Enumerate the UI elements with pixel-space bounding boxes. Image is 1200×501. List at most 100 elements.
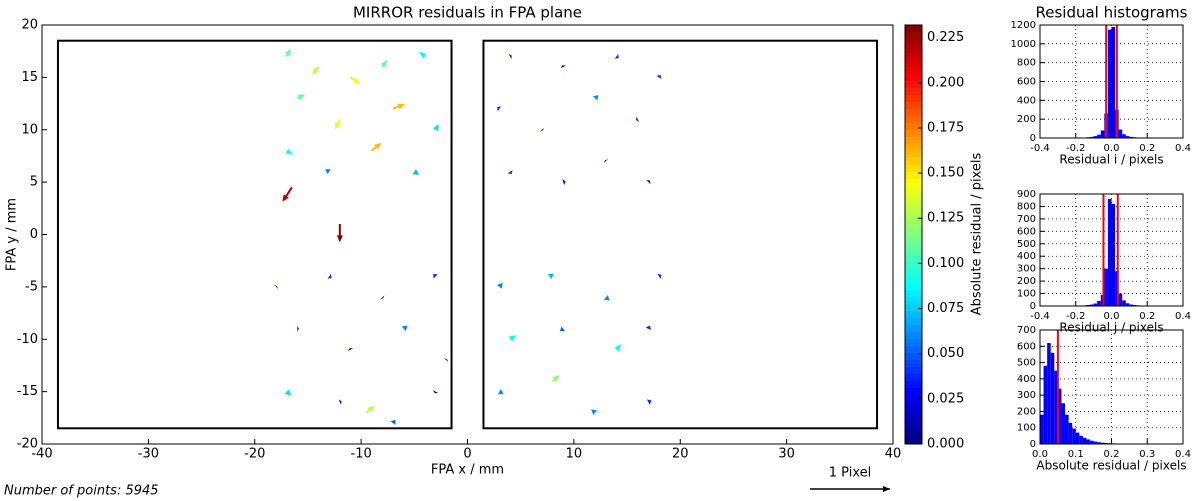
colorbar-slice [905,73,922,82]
x-tick-label: -0.2 [1066,311,1086,322]
colorbar-slice [905,171,922,180]
x-tick-label: -20 [244,447,265,462]
arrow [312,66,320,75]
histogram-bar [1040,414,1044,444]
y-tick-label: 600 [1017,341,1036,352]
arrow [285,148,294,155]
arrow [636,116,640,122]
x-tick-label: -0.2 [1066,143,1086,154]
colorbar-slice [905,227,922,235]
colorbar-tick-label: 0.100 [927,256,964,271]
histogram-bar [1100,442,1105,444]
histogram-bar [1093,136,1098,138]
colorbar-slice [905,248,922,256]
colorbar-slice [905,59,922,68]
colorbar-slice [905,206,922,215]
colorbar-tick-label: 0.125 [927,211,964,226]
x-tick-label: 0.2 [1104,449,1120,460]
arrow [412,169,420,175]
y-tick-label: 200 [1017,276,1036,287]
colorbar-tick-label: 0.175 [927,120,964,135]
colorbar-slice [905,122,922,131]
arrow [380,59,388,68]
colorbar-tick-label: 0.150 [927,166,964,181]
arrow [603,159,608,164]
arrow [614,53,619,59]
colorbar-slice [905,339,922,347]
colorbar-slice [905,199,922,208]
colorbar-slice [905,311,922,319]
colorbar-slice [905,297,922,305]
key-label: 1 Pixel [829,466,871,481]
histogram-bar [1065,414,1069,444]
y-tick-label: 500 [1017,239,1036,250]
arrow [560,326,566,332]
arrow [539,127,545,132]
colorbar-slice [905,66,922,75]
arrow [297,325,299,332]
arrow [327,273,332,279]
x-tick-label: -0.4 [1030,143,1050,154]
arrow [603,295,610,301]
x-tick-label: 0.0 [1104,311,1120,322]
histogram-bar [1090,440,1094,444]
histogram-bar [1107,29,1112,138]
x-tick-label: 0.4 [1175,143,1191,154]
arrow [497,389,504,395]
colorbar-slice [905,164,922,173]
x-tick-label: 0.2 [1139,311,1155,322]
colorbar-slice [905,276,922,284]
chip-outline [482,39,879,430]
y-tick-label: 0 [1030,439,1036,450]
y-tick-label: 800 [1017,58,1036,69]
y-tick-label: 200 [1017,406,1036,417]
y-tick-label: 20 [21,18,38,33]
arrow [508,335,517,342]
arrow [508,53,512,60]
x-tick-label: 0.1 [1068,449,1084,460]
arrow [371,142,382,152]
y-axis-label: FPA y / mm [5,198,20,271]
histogram-bar [1054,370,1058,444]
histogram-bar [1097,134,1101,138]
colorbar-slice [905,381,922,389]
colorbar-label: Absolute residual / pixels [970,152,985,315]
arrow [284,48,291,57]
y-tick-label: 100 [1017,423,1036,434]
histogram-bar [1129,136,1133,138]
arrow [338,399,342,405]
x-axis-label: FPA x / mm [431,463,504,478]
histogram-bar [1050,352,1055,444]
arrow [497,282,503,289]
histogram-bar [1057,388,1062,444]
colorbar-tick-label: 0.025 [927,391,964,406]
colorbar-slice [905,108,922,117]
y-tick-label: -20 [17,437,38,452]
colorbar-slice [905,360,922,368]
y-tick-label: -5 [25,279,38,294]
x-tick-label: 30 [778,447,795,462]
y-tick-label: 0 [1030,133,1036,144]
colorbar-slice [905,220,922,229]
colorbar-slice [905,234,922,242]
x-tick-label: 0.3 [1139,449,1155,460]
histogram-bar [1090,304,1094,306]
arrow [349,76,361,84]
colorbar-slice [905,430,922,438]
arrow [497,106,502,112]
colorbar-slice [905,332,922,340]
histogram-bar [1118,293,1123,306]
colorbar-tick-label: 0.075 [927,301,964,316]
colorbar-slice [905,80,922,89]
arrow [419,51,427,59]
colorbar-slice [905,283,922,291]
colorbar-slice [905,402,922,410]
y-tick-label: 700 [1017,325,1036,336]
histogram-bar [1111,203,1116,306]
histogram-bar [1047,343,1051,444]
colorbar-slice [905,192,922,201]
histogram-bar [1090,136,1094,138]
arrow [282,186,293,202]
histogram-bar [1100,130,1105,138]
